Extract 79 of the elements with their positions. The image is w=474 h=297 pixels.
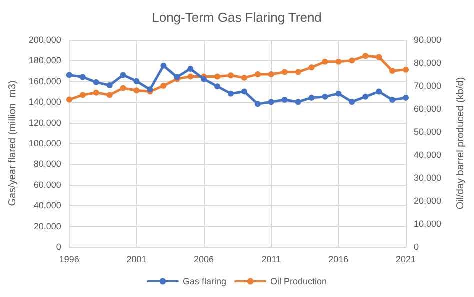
x-tick-label: 2001 <box>126 254 147 264</box>
y2-tick-label: 40,000 <box>414 150 442 160</box>
y2-tick-label: 50,000 <box>414 127 442 137</box>
point <box>134 88 140 94</box>
x-tick-label: 2011 <box>262 254 282 264</box>
point <box>188 66 194 72</box>
chart-title: Long-Term Gas Flaring Trend <box>152 10 322 25</box>
point <box>403 66 409 73</box>
point <box>93 90 100 96</box>
point <box>228 72 234 79</box>
point <box>376 88 382 95</box>
point <box>214 74 221 80</box>
x-tick-label: 1996 <box>59 254 80 264</box>
y2-tick-label: 60,000 <box>414 104 442 114</box>
point <box>214 84 221 90</box>
y2-tick-label: 90,000 <box>414 35 442 45</box>
point <box>201 76 208 82</box>
point <box>349 99 356 106</box>
point <box>268 99 274 106</box>
point <box>322 58 328 65</box>
legend-label: Oil Production <box>270 276 328 286</box>
point <box>120 72 126 78</box>
y-tick-label: 60,000 <box>34 180 62 190</box>
point <box>308 64 315 71</box>
legend-label: Gas flaring <box>182 276 227 286</box>
y2-tick-label: 80,000 <box>414 58 442 68</box>
x-tick-label: 2006 <box>194 254 214 264</box>
point <box>241 88 248 95</box>
y-axis-title: Gas/year flared (million m3) <box>8 80 18 206</box>
y-tick-label: 40,000 <box>34 200 62 211</box>
point <box>295 99 302 106</box>
y-tick-label: 200,000 <box>28 35 62 45</box>
y-tick-label: 80,000 <box>34 159 62 170</box>
point <box>336 58 342 65</box>
point <box>80 74 86 80</box>
y-tick-label: 120,000 <box>28 118 62 128</box>
point <box>282 69 288 76</box>
point <box>66 96 72 103</box>
point <box>295 69 302 76</box>
point <box>336 90 342 97</box>
point <box>390 97 396 104</box>
y-tick-label: 140,000 <box>28 97 62 108</box>
point <box>349 58 356 64</box>
point <box>160 83 167 89</box>
point <box>254 101 261 108</box>
point <box>308 94 315 101</box>
point <box>322 94 328 100</box>
point <box>80 92 86 98</box>
y-tick-label: 0 <box>56 242 62 252</box>
point <box>120 85 126 92</box>
y-tick-label: 160,000 <box>28 76 62 86</box>
point <box>66 72 72 78</box>
point <box>106 92 113 98</box>
point <box>376 54 382 60</box>
y2-tick-label: 0 <box>414 242 420 252</box>
point <box>134 78 140 84</box>
point <box>188 74 194 80</box>
x-tick-label: 2016 <box>328 254 349 264</box>
point <box>254 72 261 78</box>
point <box>241 74 248 81</box>
y-tick-label: 100,000 <box>28 138 62 148</box>
y2-tick-label: 70,000 <box>414 81 442 91</box>
point <box>282 97 288 104</box>
point <box>228 90 234 97</box>
y2-axis-title: Oil/day barrel produced (kb/d) <box>456 77 466 210</box>
point <box>390 68 396 74</box>
x-tick-label: 2021 <box>396 254 416 264</box>
y2-tick-label: 10,000 <box>414 219 442 229</box>
point <box>362 53 369 60</box>
point <box>403 94 409 101</box>
y-tick-label: 180,000 <box>28 56 62 66</box>
point <box>268 72 274 78</box>
point <box>106 82 113 89</box>
y2-tick-label: 20,000 <box>414 196 442 206</box>
point <box>362 94 369 100</box>
y2-tick-label: 30,000 <box>414 173 442 183</box>
point <box>93 79 100 86</box>
y-tick-label: 20,000 <box>34 221 62 232</box>
point <box>160 62 167 69</box>
